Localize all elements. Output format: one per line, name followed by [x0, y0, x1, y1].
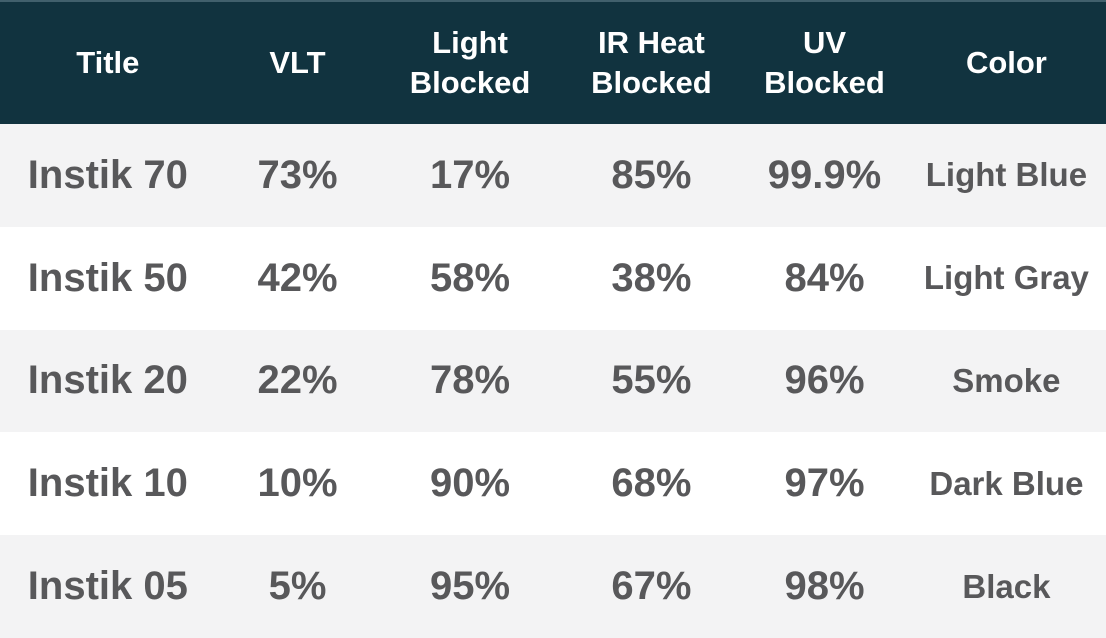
- cell-ir-heat-blocked: 68%: [611, 461, 692, 506]
- cell-light-blocked: 58%: [430, 255, 511, 300]
- cell-product-title: Instik 10: [27, 461, 188, 506]
- column-header-vlt: VLT: [269, 45, 326, 81]
- cell-uv-blocked: 97%: [784, 461, 865, 506]
- cell-ir-heat-blocked: 67%: [611, 564, 692, 609]
- cell-light-blocked: 17%: [430, 152, 511, 197]
- cell-vlt: 73%: [257, 152, 338, 197]
- cell-uv-blocked: 98%: [784, 564, 865, 609]
- table-row: Instik 10 10% 90% 68% 97% Dark Blue: [0, 432, 1106, 536]
- table-row: Instik 20 22% 78% 55% 96% Smoke: [0, 329, 1106, 433]
- cell-color: Smoke: [952, 361, 1061, 399]
- cell-ir-heat-blocked: 85%: [611, 152, 692, 197]
- cell-product-title: Instik 70: [27, 152, 188, 197]
- column-header-uv-blocked: UV Blocked: [764, 25, 885, 100]
- cell-uv-blocked: 99.9%: [767, 152, 882, 197]
- cell-vlt: 42%: [257, 255, 338, 300]
- cell-ir-heat-blocked: 55%: [611, 358, 692, 403]
- cell-color: Light Gray: [923, 259, 1089, 297]
- cell-light-blocked: 78%: [430, 358, 511, 403]
- cell-vlt: 10%: [257, 461, 338, 506]
- cell-product-title: Instik 20: [27, 358, 188, 403]
- cell-color: Black: [962, 567, 1051, 605]
- cell-light-blocked: 95%: [430, 564, 511, 609]
- cell-light-blocked: 90%: [430, 461, 511, 506]
- table-header-row: Title VLT Light Blocked IR Heat Blocked …: [0, 0, 1106, 124]
- cell-vlt: 22%: [257, 358, 338, 403]
- cell-product-title: Instik 05: [27, 564, 188, 609]
- table-row: Instik 05 5% 95% 67% 98% Black: [0, 535, 1106, 638]
- column-header-title: Title: [76, 45, 140, 81]
- table-row: Instik 70 73% 17% 85% 99.9% Light Blue: [0, 124, 1106, 227]
- cell-product-title: Instik 50: [27, 255, 188, 300]
- column-header-light-blocked: Light Blocked: [409, 25, 531, 100]
- cell-color: Light Blue: [925, 156, 1088, 194]
- cell-uv-blocked: 96%: [784, 358, 865, 403]
- table-row: Instik 50 42% 58% 38% 84% Light Gray: [0, 226, 1106, 330]
- column-header-color: Color: [965, 45, 1047, 81]
- cell-uv-blocked: 84%: [784, 255, 865, 300]
- cell-color: Dark Blue: [929, 464, 1084, 502]
- column-header-ir-heat-blocked: IR Heat Blocked: [591, 25, 712, 100]
- cell-vlt: 5%: [268, 564, 327, 609]
- cell-ir-heat-blocked: 38%: [611, 255, 692, 300]
